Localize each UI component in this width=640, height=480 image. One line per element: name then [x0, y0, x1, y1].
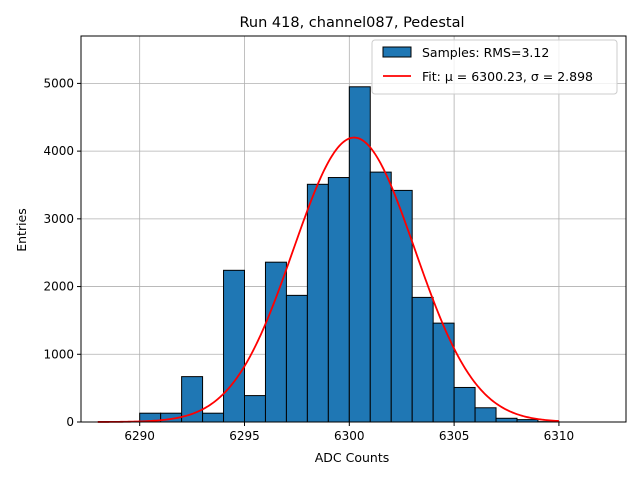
histogram-bar	[453, 386, 476, 423]
legend-box	[371, 39, 618, 95]
legend-swatch-samples	[382, 46, 412, 58]
histogram-bar	[474, 407, 497, 423]
histogram-bar	[306, 183, 329, 423]
y-axis-label: Entries	[14, 208, 29, 252]
histogram-bars	[139, 86, 560, 423]
y-tick-label: 3000	[43, 212, 74, 226]
histogram-bar	[369, 171, 392, 423]
y-tick-label: 4000	[43, 144, 74, 158]
histogram-bar	[327, 177, 350, 423]
fit-curve	[97, 136, 559, 423]
x-tick-label: 6310	[544, 429, 575, 443]
plot-area-frame	[80, 35, 627, 423]
axis-ticks: 6290 6295 6300 6305 6310 0 1000 2000 3000 4000 500…	[43, 76, 574, 443]
y-tick-label: 1000	[43, 347, 74, 361]
histogram-bar	[202, 412, 225, 423]
y-tick-label: 2000	[43, 280, 74, 294]
histogram-bar	[181, 376, 204, 423]
legend: Samples: RMS=3.12 Fit: μ = 6300.23, σ = …	[371, 39, 618, 95]
x-tick-label: 6300	[334, 429, 365, 443]
histogram-bar	[244, 395, 266, 423]
histogram-bar	[264, 261, 287, 423]
fit-curve-layer	[97, 136, 559, 423]
x-tick-label: 6295	[229, 429, 260, 443]
y-tick-label: 5000	[43, 76, 74, 90]
histogram-bar	[411, 296, 434, 423]
histogram-bar	[495, 417, 518, 423]
legend-label-samples: Samples: RMS=3.12	[422, 45, 549, 60]
x-axis-label: ADC Counts	[315, 450, 390, 465]
x-tick-label: 6290	[124, 429, 155, 443]
histogram-bar	[285, 294, 308, 423]
histogram-bar	[390, 189, 413, 423]
chart-title: Run 418, channel087, Pedestal	[239, 15, 464, 31]
histogram-bar	[432, 322, 455, 423]
x-tick-label: 6305	[439, 429, 470, 443]
histogram-bar	[223, 269, 246, 423]
legend-label-fit: Fit: μ = 6300.23, σ = 2.898	[422, 69, 593, 84]
y-tick-label: 0	[66, 415, 74, 429]
